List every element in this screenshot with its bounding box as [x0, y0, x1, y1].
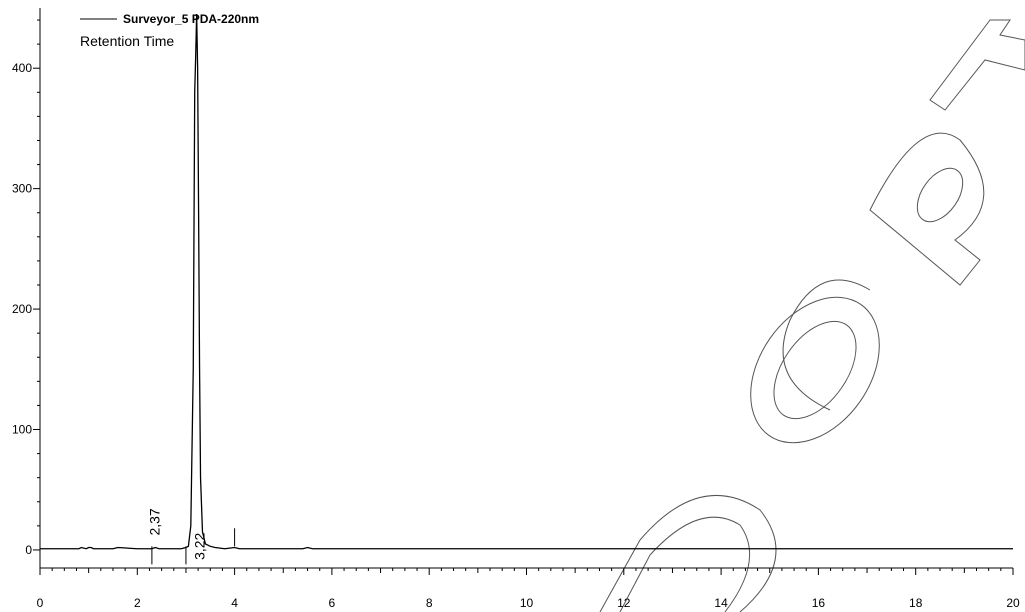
- legend-subtitle: Retention Time: [80, 33, 174, 49]
- y-tick-label: 0: [25, 543, 32, 557]
- x-tick-label: 4: [231, 596, 238, 610]
- x-tick-label: 6: [329, 596, 336, 610]
- legend: Surveyor_5 PDA-220nm Retention Time: [80, 12, 259, 49]
- series-line: [40, 14, 1013, 550]
- legend-series-name: Surveyor_5 PDA-220nm: [123, 12, 259, 26]
- y-tick-label: 400: [12, 61, 32, 75]
- x-tick-label: 8: [426, 596, 433, 610]
- x-tick-label: 2: [134, 596, 141, 610]
- peak-label-2-37: 2,37: [146, 508, 162, 535]
- plot-area: [40, 14, 1013, 565]
- x-tick-label: 10: [520, 596, 534, 610]
- watermark-outline: [599, 19, 1025, 612]
- x-tick-label: 16: [812, 596, 826, 610]
- y-axis-ticks: 0 100 200 300 400: [12, 19, 40, 557]
- x-tick-label: 20: [1006, 596, 1020, 610]
- x-tick-label: 12: [617, 596, 631, 610]
- peak-label-3-22: 3,22: [192, 532, 208, 559]
- x-tick-label: 0: [37, 596, 44, 610]
- y-tick-label: 100: [12, 423, 32, 437]
- x-axis-ticks: 0 2 4 6 8 10 12 14 16 18 20: [37, 568, 1020, 610]
- y-tick-label: 300: [12, 182, 32, 196]
- x-tick-label: 18: [909, 596, 923, 610]
- y-tick-label: 200: [12, 302, 32, 316]
- x-tick-label: 14: [714, 596, 728, 610]
- peak-labels: 2,37 3,22: [146, 508, 207, 560]
